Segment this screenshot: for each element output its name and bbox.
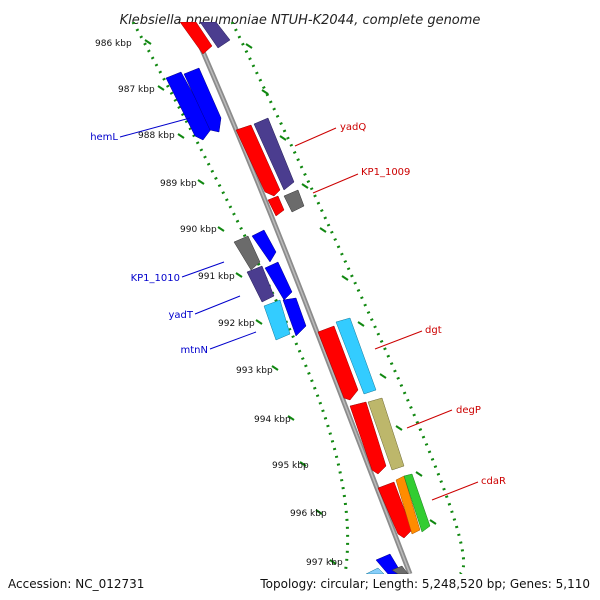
gene-label-cdaR[interactable]: cdaR	[481, 476, 506, 487]
tick-label: 991 kbp	[198, 272, 235, 282]
tick-labels: 986 kbp 987 kbp 988 kbp 989 kbp 990 kbp …	[95, 39, 343, 568]
gene-feature[interactable]	[267, 195, 285, 217]
plus-strand-genes	[235, 117, 431, 574]
leader-hemL	[119, 117, 191, 138]
gene-feature[interactable]	[365, 567, 385, 574]
tick-label: 987 kbp	[118, 85, 155, 95]
gene-feature[interactable]	[199, 22, 231, 49]
gene-label-KP1_1009[interactable]: KP1_1009	[361, 167, 410, 178]
gene-label-yadQ[interactable]: yadQ	[340, 122, 366, 133]
gene-yadT[interactable]	[246, 265, 275, 303]
gene-label-mtnN[interactable]: mtnN	[181, 345, 208, 356]
gene-feature[interactable]	[282, 297, 307, 337]
gene-label-degP[interactable]: degP	[456, 405, 481, 416]
genome-backbone	[187, 22, 413, 574]
leader-yadQ	[294, 127, 337, 147]
tick-label: 992 kbp	[218, 319, 255, 329]
leader-KP1_1010	[181, 261, 225, 278]
gene-feature[interactable]	[317, 325, 359, 401]
gene-mtnN[interactable]	[263, 299, 291, 341]
tick-label: 989 kbp	[160, 179, 197, 189]
tick-label: 994 kbp	[254, 415, 291, 425]
outer-dotted-track	[131, 22, 350, 574]
tick-label: 996 kbp	[290, 509, 327, 519]
gene-label-hemL[interactable]: hemL	[90, 132, 118, 143]
gene-feature[interactable]	[183, 67, 222, 133]
gene-feature[interactable]	[179, 22, 213, 55]
gene-KP1_1009[interactable]	[283, 189, 305, 213]
tick-label: 993 kbp	[236, 366, 273, 376]
gene-feature[interactable]	[391, 565, 409, 574]
inner-tick-marks	[245, 43, 437, 525]
gene-feature[interactable]	[251, 229, 277, 263]
gene-cdaR[interactable]	[395, 475, 421, 535]
leader-KP1_1009	[312, 173, 359, 194]
backbone-highlight	[189, 22, 411, 574]
map-body: 986 kbp 987 kbp 988 kbp 989 kbp 990 kbp …	[90, 22, 506, 574]
tick-label: 988 kbp	[138, 131, 175, 141]
gene-label-KP1_1010[interactable]: KP1_1010	[131, 273, 180, 284]
leader-yadT	[194, 295, 241, 315]
tick-label: 986 kbp	[95, 39, 132, 49]
leader-mtnN	[209, 331, 257, 350]
minus-strand-genes	[165, 22, 307, 341]
gene-feature[interactable]	[403, 473, 431, 533]
genome-stats-text: Topology: circular; Length: 5,248,520 bp…	[259, 577, 590, 591]
tick-label: 997 kbp	[306, 558, 343, 568]
gene-label-yadT[interactable]: yadT	[168, 310, 193, 321]
gene-labels: hemL KP1_1010 yadT mtnN yadQ KP1_1009 dg…	[90, 122, 506, 487]
gene-dgt[interactable]	[335, 317, 377, 395]
accession-text: Accession: NC_012731	[8, 577, 144, 591]
gene-label-dgt[interactable]: dgt	[425, 325, 442, 336]
leader-degP	[406, 409, 453, 429]
map-title: Klebsiella pneumoniae NTUH-K2044, comple…	[120, 13, 481, 28]
gene-degP[interactable]	[367, 397, 405, 471]
gene-feature[interactable]	[264, 261, 293, 301]
gene-yadQ[interactable]	[235, 124, 281, 197]
gene-feature[interactable]	[349, 401, 387, 475]
tick-label: 990 kbp	[180, 225, 217, 235]
gene-feature[interactable]	[377, 481, 413, 539]
leader-dgt	[374, 330, 423, 350]
gene-feature[interactable]	[253, 117, 295, 191]
gene-KP1_1010[interactable]	[233, 235, 261, 271]
leader-cdaR	[431, 481, 479, 501]
tick-marks	[144, 39, 337, 565]
gene-hemL[interactable]	[165, 71, 213, 141]
tick-label: 995 kbp	[272, 461, 309, 471]
track-dots	[131, 22, 466, 574]
label-leaders	[119, 117, 479, 501]
